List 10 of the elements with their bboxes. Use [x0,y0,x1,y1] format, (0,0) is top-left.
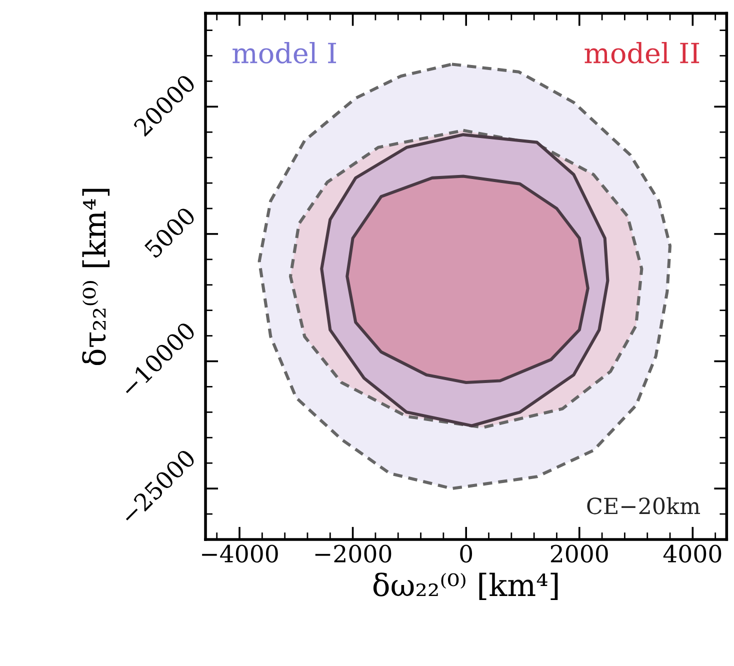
annotation: model I [232,42,336,64]
x-tick-label: 4000 [663,544,722,563]
x-tick-label: −4000 [202,544,278,563]
x-tick-label: 2000 [550,544,608,563]
x-tick-label: 0 [460,544,472,563]
x-tick-label: −2000 [315,544,392,563]
annotation: CE−20km [587,497,700,514]
y-axis-title: δτ₂₂⁽⁰⁾ [km⁴] [82,188,110,366]
annotation: model II [584,42,700,64]
x-axis-title: δω₂₂⁽⁰⁾ [km⁴] [373,572,558,600]
